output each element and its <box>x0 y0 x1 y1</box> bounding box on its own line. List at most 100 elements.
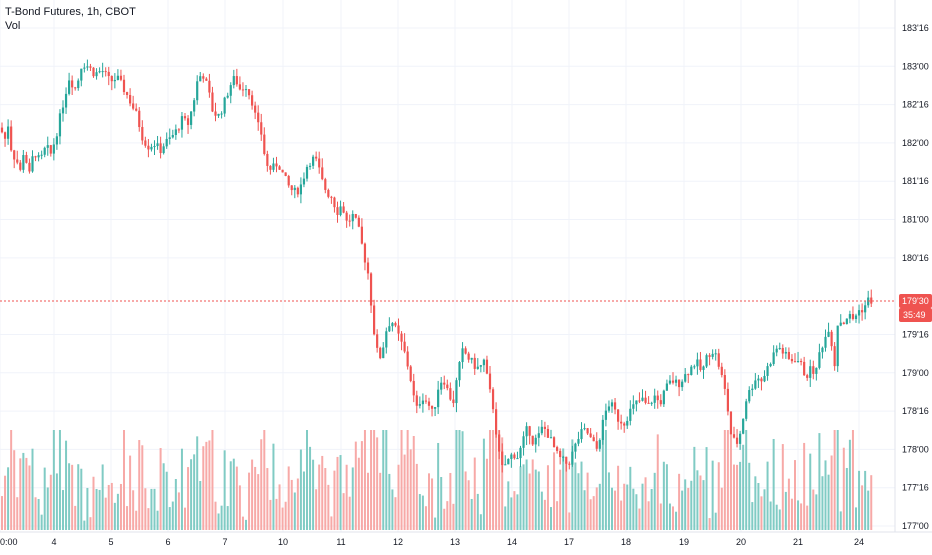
candle <box>510 452 513 468</box>
price-tick-label: 181'16 <box>902 176 929 186</box>
volume-bar <box>360 441 363 530</box>
candle-body <box>156 143 159 147</box>
candle-body <box>199 76 202 82</box>
volume-bar <box>159 448 162 530</box>
candle-body <box>861 310 864 313</box>
candle <box>299 177 302 204</box>
candle-body <box>247 89 251 96</box>
time-tick-label: 4 <box>51 537 56 547</box>
volume-bar <box>836 430 839 530</box>
candle <box>513 452 516 460</box>
candle <box>714 349 717 361</box>
candle <box>199 71 202 82</box>
candle-body <box>83 67 86 69</box>
volume-bar <box>739 461 742 530</box>
candle <box>833 342 836 371</box>
candle <box>144 136 147 148</box>
candle-body <box>699 359 702 370</box>
volume-bar <box>473 457 476 530</box>
price-axis[interactable]: 183'16 183'00 182'16 182'00 181'16 181'00 180'… <box>894 0 929 532</box>
candle <box>391 322 394 332</box>
volume-bar <box>162 463 165 530</box>
volume-bar <box>135 510 138 530</box>
volume-bar <box>306 430 308 530</box>
candle <box>16 150 19 165</box>
candle-body <box>251 95 254 106</box>
candle-body <box>854 315 858 320</box>
volume-bar <box>287 466 290 530</box>
candle <box>89 63 92 72</box>
candle <box>821 346 824 359</box>
candle-body <box>818 352 821 368</box>
candle <box>592 434 595 442</box>
volume-bar <box>315 489 318 530</box>
candle-body <box>845 318 848 325</box>
candle-body <box>726 388 729 412</box>
candle <box>339 200 342 217</box>
candle <box>726 382 729 416</box>
volume-bar <box>842 447 845 530</box>
candle-body <box>857 310 861 316</box>
candle-body <box>434 407 437 409</box>
candle-body <box>589 433 592 438</box>
volume-bar <box>71 464 74 530</box>
volume-bar <box>653 472 656 530</box>
candle-body <box>16 159 19 163</box>
candle <box>208 73 211 98</box>
volume-bar <box>467 480 470 530</box>
candle-body <box>400 333 403 342</box>
volume-bar <box>580 461 583 530</box>
candle <box>232 69 235 89</box>
candle <box>696 352 699 375</box>
candle <box>31 150 34 173</box>
candle <box>836 325 839 372</box>
volume-bar <box>611 487 613 530</box>
volume-bar <box>672 506 674 530</box>
candle <box>613 397 617 415</box>
candle-body <box>77 80 80 89</box>
candle <box>241 82 245 97</box>
candle-body <box>254 105 257 113</box>
candle <box>308 162 312 170</box>
candle <box>415 390 418 414</box>
candle <box>800 358 803 366</box>
volume-bar <box>626 484 629 530</box>
candle-body <box>244 89 248 91</box>
candle <box>617 409 620 430</box>
candle <box>74 86 77 91</box>
volume-bar <box>464 471 467 530</box>
volume-bar <box>431 478 434 530</box>
price-tick-label: 181'00 <box>902 215 929 225</box>
candle-body <box>705 355 708 367</box>
volume-bar <box>519 466 522 530</box>
candle <box>760 377 763 391</box>
time-tick-label: 20 <box>736 537 746 547</box>
volume-bar <box>62 490 64 530</box>
volume-bar <box>604 430 607 530</box>
volume-bar <box>449 472 452 530</box>
candle-body <box>74 87 77 89</box>
candle <box>52 138 55 161</box>
candle-body <box>735 437 739 444</box>
candle-body <box>333 197 336 208</box>
volume-bar <box>168 507 171 530</box>
volume-bar <box>568 512 571 530</box>
candle-body <box>830 331 833 347</box>
candle-body <box>190 111 193 125</box>
candle-body <box>86 66 89 68</box>
grid-lines <box>0 0 895 532</box>
candle <box>571 445 574 467</box>
candle <box>861 303 864 321</box>
candle-body <box>37 155 40 158</box>
time-axis[interactable]: 0:00 4 5 6 7 10 11 12 13 14 17 18 19 20 21 24 <box>0 531 932 547</box>
candle-body <box>266 153 269 166</box>
candle-body <box>595 441 598 449</box>
candle-body <box>815 367 818 374</box>
symbol-title[interactable]: T-Bond Futures, 1h, CBOT <box>5 6 136 18</box>
candle <box>430 405 434 417</box>
volume-bar <box>391 489 394 530</box>
volume-bar <box>577 473 580 530</box>
volume-bar <box>726 430 729 530</box>
